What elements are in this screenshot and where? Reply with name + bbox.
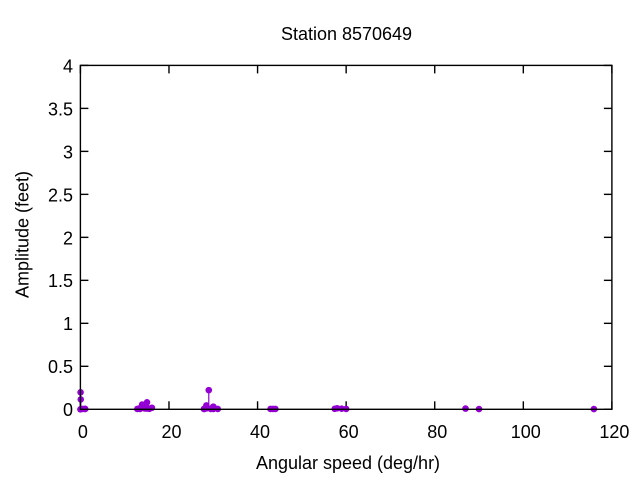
svg-text:2: 2: [63, 228, 73, 248]
svg-text:2.5: 2.5: [48, 185, 73, 205]
svg-text:0: 0: [78, 422, 88, 442]
svg-text:Angular speed (deg/hr): Angular speed (deg/hr): [256, 453, 440, 473]
svg-text:3.5: 3.5: [48, 99, 73, 119]
svg-text:60: 60: [339, 422, 359, 442]
svg-text:Station 8570649: Station 8570649: [281, 24, 412, 44]
svg-text:1: 1: [63, 314, 73, 334]
svg-text:Amplitude (feet): Amplitude (feet): [13, 171, 33, 298]
svg-text:0.5: 0.5: [48, 357, 73, 377]
svg-text:1.5: 1.5: [48, 271, 73, 291]
svg-text:80: 80: [427, 422, 447, 442]
svg-text:4: 4: [63, 56, 73, 76]
svg-text:120: 120: [599, 422, 629, 442]
svg-text:0: 0: [63, 400, 73, 420]
svg-text:3: 3: [63, 142, 73, 162]
svg-text:100: 100: [511, 422, 541, 442]
svg-text:20: 20: [161, 422, 181, 442]
svg-text:40: 40: [250, 422, 270, 442]
